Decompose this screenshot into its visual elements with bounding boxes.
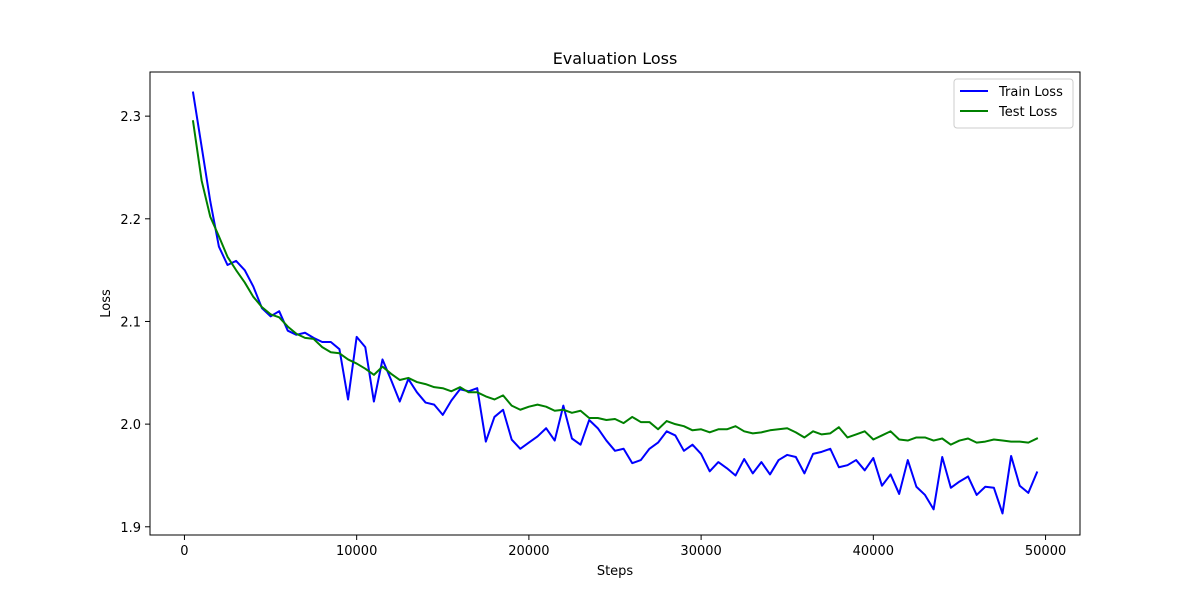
y-axis-ticks: 1.9 2.0 2.1 2.2 2.3 [120,110,150,536]
x-tick-label: 10000 [336,544,377,559]
legend: Train Loss Test Loss [953,78,1074,129]
legend-train-loss-label: Train Loss [998,85,1063,100]
chart-title: Evaluation Loss [553,49,678,68]
y-axis-label: Loss [99,289,114,318]
x-tick-label: 30000 [680,544,721,559]
train-loss-line [191,91,1039,515]
y-tick-label: 2.0 [120,418,141,433]
series-layer [191,91,1039,515]
x-axis-label: Steps [597,564,634,579]
x-tick-label: 20000 [508,544,549,559]
x-tick-label: 40000 [853,544,894,559]
plot-area-frame [149,71,1081,536]
x-tick-label: 0 [180,544,188,559]
y-tick-label: 2.1 [120,315,141,330]
x-tick-label: 50000 [1025,544,1066,559]
x-axis-ticks: 0 10000 20000 30000 40000 50000 [180,535,1066,559]
legend-test-loss-label: Test Loss [998,105,1057,120]
y-tick-label: 2.3 [120,110,141,125]
y-tick-label: 1.9 [120,521,141,536]
y-tick-label: 2.2 [120,213,141,228]
test-loss-line [191,120,1039,446]
